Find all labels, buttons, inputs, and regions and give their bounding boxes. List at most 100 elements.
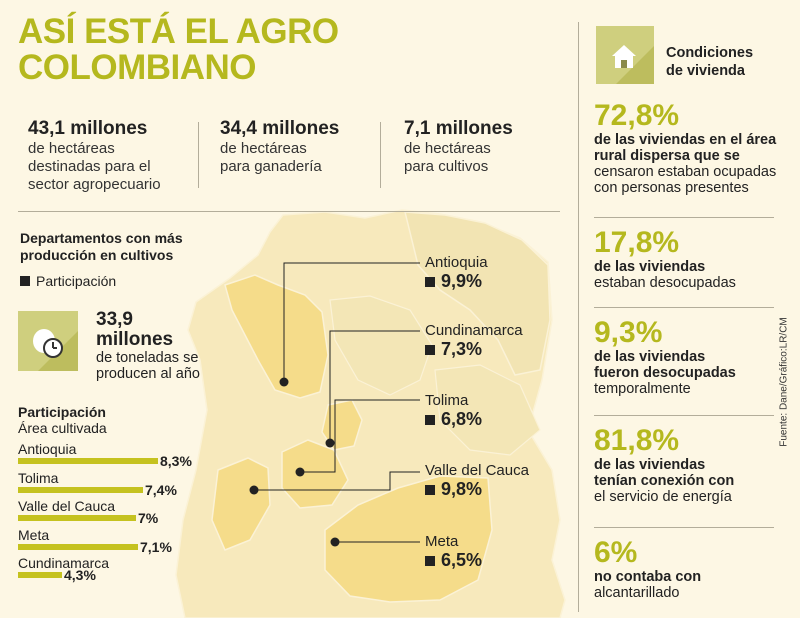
stat-text: de hectáreas bbox=[28, 140, 115, 157]
housing-value: 9,3% bbox=[594, 316, 663, 349]
area-chart-subtitle: Área cultivada bbox=[18, 420, 107, 436]
housing-text: no contaba con bbox=[594, 569, 702, 585]
bar-value: 4,3% bbox=[64, 567, 96, 583]
divider bbox=[594, 217, 774, 218]
divider bbox=[594, 307, 774, 308]
bar-value: 7,1% bbox=[140, 538, 172, 555]
housing-value: 17,8% bbox=[594, 226, 680, 259]
housing-item: 81,8% de las viviendas tenían conexión con… bbox=[594, 424, 784, 506]
divider bbox=[594, 527, 774, 528]
housing-text: rural dispersa que se bbox=[594, 148, 740, 164]
bar-value: 7% bbox=[138, 510, 159, 526]
housing-text: el servicio de energía bbox=[594, 489, 732, 505]
tolima-region bbox=[281, 439, 349, 509]
map-label-value: 6,5% bbox=[441, 550, 483, 570]
departments-title: Departamentos con más producción en cult… bbox=[20, 230, 183, 264]
housing-text: de las viviendas bbox=[594, 349, 706, 365]
housing-text: con personas presentes bbox=[594, 180, 749, 196]
tonnage-text: de toneladas se bbox=[96, 350, 199, 366]
participation-legend: Participación bbox=[20, 273, 116, 289]
stat-text: de hectáreas bbox=[220, 140, 307, 157]
departments-title-line: producción en cultivos bbox=[20, 247, 174, 263]
bar-label: Valle del Cauca bbox=[18, 498, 116, 514]
housing-title: Condiciones de vivienda bbox=[666, 44, 753, 80]
house-icon bbox=[596, 26, 654, 84]
housing-value: 81,8% bbox=[594, 424, 680, 457]
area-chart-heading: Participación bbox=[18, 404, 106, 420]
stat-agro: 43,1 millones de hectáreas destinadas pa… bbox=[28, 118, 161, 194]
stat-text: de hectáreas bbox=[404, 140, 491, 157]
departments-title-line: Departamentos con más bbox=[20, 230, 183, 246]
bar bbox=[18, 458, 158, 464]
source-text: Fuente: Dane/Gráfico:LR/CM bbox=[778, 317, 790, 447]
map-label-name: Meta bbox=[425, 533, 459, 550]
bar bbox=[18, 515, 136, 521]
housing-title-line: de vivienda bbox=[666, 63, 745, 79]
divider bbox=[198, 122, 199, 188]
stat-text: sector agropecuario bbox=[28, 176, 161, 193]
map-label-name: Valle del Cauca bbox=[425, 462, 529, 479]
housing-value: 6% bbox=[594, 536, 638, 569]
housing-item: 6% no contaba con alcantarillado bbox=[594, 536, 784, 602]
bar bbox=[18, 543, 138, 550]
bar-row: Meta 7,1% bbox=[18, 526, 208, 557]
square-icon bbox=[425, 556, 435, 566]
bar-row: Antioquia 8,3% bbox=[18, 442, 208, 471]
divider bbox=[18, 211, 560, 212]
map-label-valle-del-cauca: Valle del Cauca 9,8% bbox=[425, 462, 529, 499]
meta-region bbox=[324, 475, 493, 603]
stat-value: 43,1 millones bbox=[28, 118, 148, 139]
housing-text: estaban desocupadas bbox=[594, 275, 736, 291]
stat-text: para ganadería bbox=[220, 158, 322, 175]
housing-text: de las viviendas en el área bbox=[594, 132, 777, 148]
antioquia-region bbox=[224, 274, 329, 399]
map-label-cundinamarca: Cundinamarca 7,3% bbox=[425, 322, 523, 359]
housing-text: tenían conexión con bbox=[594, 473, 735, 489]
map-label-meta: Meta 6,5% bbox=[425, 533, 482, 570]
bar-label: Antioquia bbox=[18, 441, 77, 457]
housing-text: alcantarillado bbox=[594, 585, 680, 601]
tonnage-text: producen al año bbox=[96, 366, 200, 382]
square-icon bbox=[425, 415, 435, 425]
housing-text: fueron desocupadas bbox=[594, 365, 736, 381]
bar-row: Cundinamarca 4,3% bbox=[18, 556, 208, 585]
map-label-antioquia: Antioquia 9,9% bbox=[425, 254, 488, 291]
divider bbox=[380, 122, 381, 188]
legend-square-icon bbox=[20, 276, 30, 286]
housing-item: 9,3% de las viviendas fueron desocupadas te… bbox=[594, 316, 784, 398]
bar-row: Valle del Cauca 7% bbox=[18, 499, 208, 528]
housing-item: 72,8% de las viviendas en el área rural di… bbox=[594, 99, 784, 197]
map-label-name: Cundinamarca bbox=[425, 322, 523, 339]
housing-item: 17,8% de las viviendas estaban desocupadas bbox=[594, 226, 784, 292]
tonnage-block: 33,9 millones de toneladas se producen a… bbox=[96, 310, 200, 383]
housing-value: 72,8% bbox=[594, 99, 680, 132]
stat-text: destinadas para el bbox=[28, 158, 151, 175]
bar-row: Tolima 7,4% bbox=[18, 469, 208, 500]
stat-value: 7,1 millones bbox=[404, 118, 513, 139]
bar bbox=[18, 486, 143, 493]
bar-label: Tolima bbox=[18, 469, 59, 486]
bar-value: 8,3% bbox=[160, 453, 192, 469]
panel-divider bbox=[578, 22, 579, 612]
map-label-value: 7,3% bbox=[441, 339, 483, 359]
area-chart-title: Participación Área cultivada bbox=[18, 404, 107, 437]
map-label-name: Tolima bbox=[425, 392, 469, 409]
square-icon bbox=[425, 277, 435, 287]
housing-text: censaron estaban ocupadas bbox=[594, 164, 777, 180]
square-icon bbox=[425, 345, 435, 355]
title-line-2: COLOMBIANO bbox=[18, 48, 257, 87]
bar-value: 7,4% bbox=[145, 481, 177, 498]
clock-icon bbox=[18, 311, 78, 371]
housing-title-line: Condiciones bbox=[666, 45, 754, 61]
legend-label: Participación bbox=[36, 273, 117, 289]
area-chart: Antioquia 8,3% Tolima 7,4% Valle del Cauca 7%… bbox=[18, 442, 208, 592]
bar-label: Meta bbox=[18, 526, 50, 543]
housing-text: de las viviendas bbox=[594, 259, 706, 275]
map-label-name: Antioquia bbox=[425, 254, 488, 271]
stat-cultivos: 7,1 millones de hectáreas para cultivos bbox=[404, 118, 513, 176]
page-title: ASÍ ESTÁ EL AGRO COLOMBIANO bbox=[18, 14, 339, 86]
stat-ganaderia: 34,4 millones de hectáreas para ganaderí… bbox=[220, 118, 339, 176]
stat-text: para cultivos bbox=[404, 158, 489, 175]
stat-value: 34,4 millones bbox=[220, 118, 340, 139]
divider bbox=[594, 415, 774, 416]
